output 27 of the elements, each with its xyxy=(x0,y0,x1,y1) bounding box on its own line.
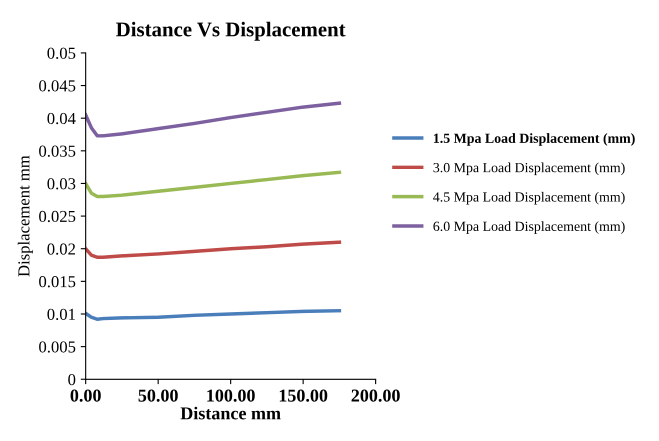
x-tick-label: 50.00 xyxy=(138,390,178,402)
line-series xyxy=(86,170,342,198)
y-tick-label: 0.04 xyxy=(47,112,76,124)
y-tick-label: 0.005 xyxy=(39,341,76,353)
y-tick-label: 0.03 xyxy=(47,178,76,190)
legend-label: 4.5 Mpa Load Displacement (mm) xyxy=(433,192,625,204)
y-tick-label: 0.015 xyxy=(39,276,76,288)
y-tick-label: 0.01 xyxy=(47,308,75,320)
legend-label: 1.5 Mpa Load Displacement (mm) xyxy=(434,133,635,146)
x-axis-title: Distance mm xyxy=(180,406,281,420)
y-tick-label: 0 xyxy=(68,374,76,386)
line-series xyxy=(86,101,342,138)
y-tick-label: 0.02 xyxy=(47,243,76,255)
legend-label: 3.0 Mpa Load Displacement (mm) xyxy=(433,162,625,176)
x-tick-label: 200.00 xyxy=(352,390,400,402)
y-tick-label: 0.045 xyxy=(39,80,76,92)
x-tick-label: 0.00 xyxy=(70,390,101,402)
y-tick-label: 0.035 xyxy=(39,146,76,157)
chart-title: Distance Vs Displacement xyxy=(116,22,346,41)
x-tick-label: 150.00 xyxy=(280,390,328,402)
x-tick-label: 100.00 xyxy=(207,390,255,402)
line-series xyxy=(86,308,342,321)
y-tick-label: 0.05 xyxy=(47,48,76,59)
legend-label: 6.0 Mpa Load Displacement (mm) xyxy=(433,221,625,234)
line-series xyxy=(86,240,342,259)
y-tick-label: 0.025 xyxy=(39,210,76,222)
y-axis-title: Displacement mm xyxy=(18,155,33,276)
